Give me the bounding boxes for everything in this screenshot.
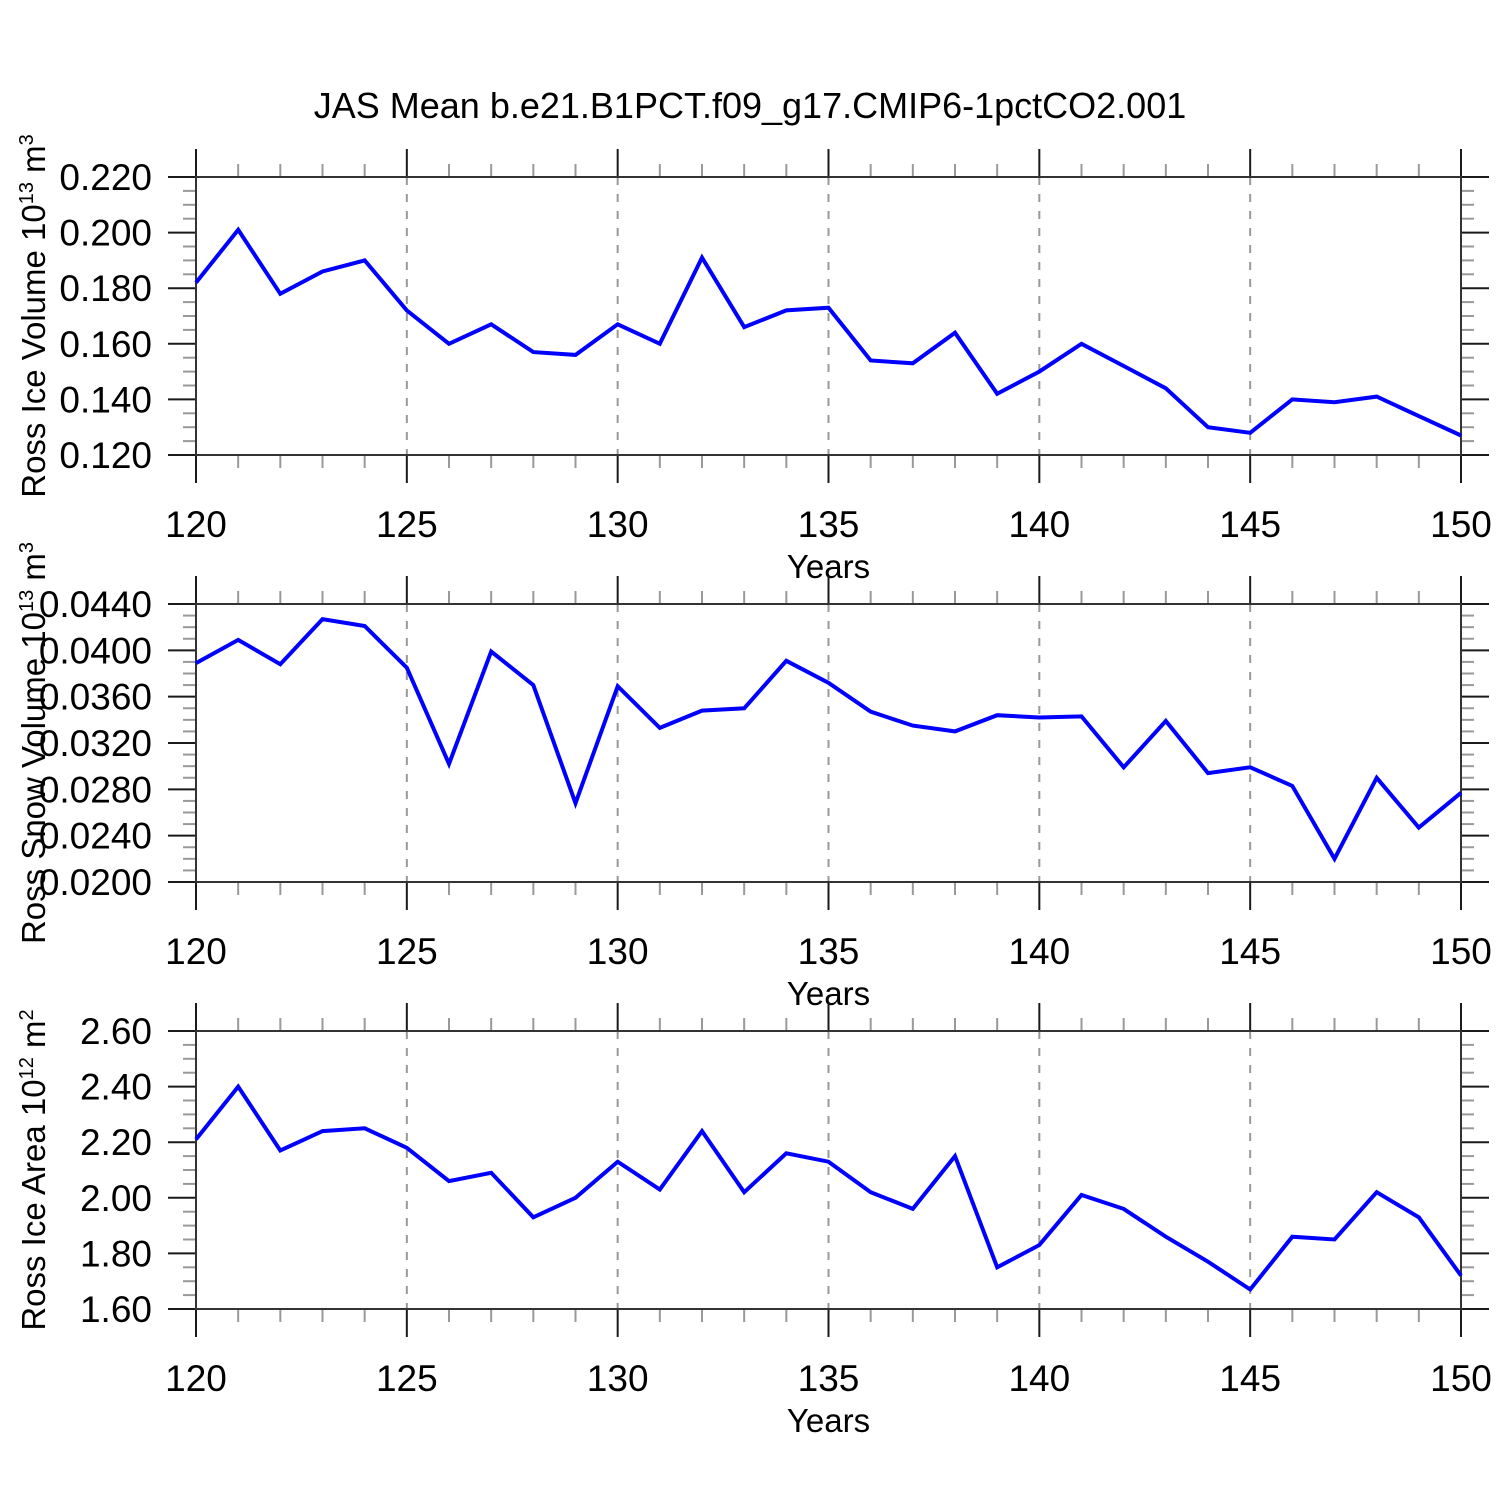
y-axis-title-superscript: 2 (16, 1009, 38, 1020)
y-axis-title-text: Ross Ice Volume 10 (15, 204, 52, 498)
y-tick-label: 0.0280 (39, 769, 152, 810)
x-tick-label: 125 (376, 1358, 438, 1399)
y-tick-label: 0.120 (59, 435, 152, 476)
y-tick-label: 1.60 (80, 1289, 152, 1330)
y-tick-label: 0.140 (59, 379, 152, 420)
y-tick-label: 0.0360 (39, 677, 152, 718)
data-line-ross-ice-volume (194, 226, 1462, 438)
y-tick-label: 0.160 (59, 324, 152, 365)
y-axis-title-text: Ross Snow Volume 10 (15, 612, 52, 944)
x-tick-label: 140 (1008, 504, 1070, 545)
y-axis-title-superscript: 12 (16, 1057, 38, 1079)
chart-ross-ice-volume: 0.220 0.200 0.180 0.160 0.140 0.120 120 125 130 1… (15, 134, 1492, 585)
x-tick-label: 125 (376, 504, 438, 545)
x-tick-label: 140 (1008, 931, 1070, 972)
y-tick-label: 0.0400 (39, 630, 152, 671)
y-axis-title-superscript: 13 (16, 590, 38, 612)
x-tick-label: 140 (1008, 1358, 1070, 1399)
y-tick-label: 2.00 (80, 1178, 152, 1219)
chart-ross-ice-area: 2.60 2.40 2.20 2.00 1.80 1.60 120 125 130 135 140 1… (15, 1003, 1492, 1439)
x-tick-label: 145 (1219, 931, 1281, 972)
x-tick-label: 135 (798, 931, 860, 972)
x-tick-label: 130 (587, 504, 649, 545)
y-tick-label: 0.0320 (39, 723, 152, 764)
plot-box (195, 603, 1462, 883)
y-axis-title-text: m (15, 553, 52, 590)
y-tick-label: 1.80 (80, 1233, 152, 1274)
x-tick-label: 150 (1430, 931, 1492, 972)
x-tick-label: 145 (1219, 1358, 1281, 1399)
figure-title: JAS Mean b.e21.B1PCT.f09_g17.CMIP6-1pctC… (313, 85, 1187, 126)
y-tick-label: 0.0440 (39, 584, 152, 625)
y-axis-title: Ross Snow Volume 1013 m3 (15, 542, 52, 944)
y-tick-label: 0.180 (59, 268, 152, 309)
x-tick-label: 135 (798, 504, 860, 545)
x-tick-label: 125 (376, 931, 438, 972)
y-axis-title-text: m (15, 1020, 52, 1057)
y-axis-title-superscript: 3 (16, 134, 38, 145)
data-line-ross-ice-area (194, 1083, 1463, 1293)
y-tick-label: 2.20 (80, 1122, 152, 1163)
y-tick-label: 0.200 (59, 213, 152, 254)
x-tick-label: 150 (1430, 504, 1492, 545)
y-axis-title-superscript: 13 (16, 182, 38, 204)
y-axis-title: Ross Ice Area 1012 m2 (15, 1009, 52, 1330)
y-axis-title-text: Ross Ice Area 10 (15, 1079, 52, 1330)
x-axis-title: Years (787, 1402, 870, 1439)
x-tick-label: 120 (165, 931, 227, 972)
y-tick-label: 2.60 (80, 1011, 152, 1052)
data-line-ross-snow-volume (195, 616, 1463, 863)
x-tick-label: 120 (165, 1358, 227, 1399)
y-axis-title: Ross Ice Volume 1013 m3 (15, 134, 52, 498)
plot-box (195, 176, 1462, 456)
x-tick-label: 145 (1219, 504, 1281, 545)
x-tick-label: 150 (1430, 1358, 1492, 1399)
y-tick-label: 2.40 (80, 1067, 152, 1108)
y-axis-title-text: m (15, 145, 52, 182)
y-tick-label: 0.0200 (39, 862, 152, 903)
chart-ross-snow-volume: 0.0440 0.0400 0.0360 0.0320 0.0280 0.0240 0.02… (15, 542, 1492, 1012)
y-tick-label: 0.0240 (39, 816, 152, 857)
x-tick-label: 135 (798, 1358, 860, 1399)
x-tick-label: 120 (165, 504, 227, 545)
x-tick-label: 130 (587, 931, 649, 972)
y-tick-label: 0.220 (59, 157, 152, 198)
plot-box (195, 1030, 1462, 1310)
x-tick-label: 130 (587, 1358, 649, 1399)
y-axis-title-superscript: 3 (16, 542, 38, 553)
